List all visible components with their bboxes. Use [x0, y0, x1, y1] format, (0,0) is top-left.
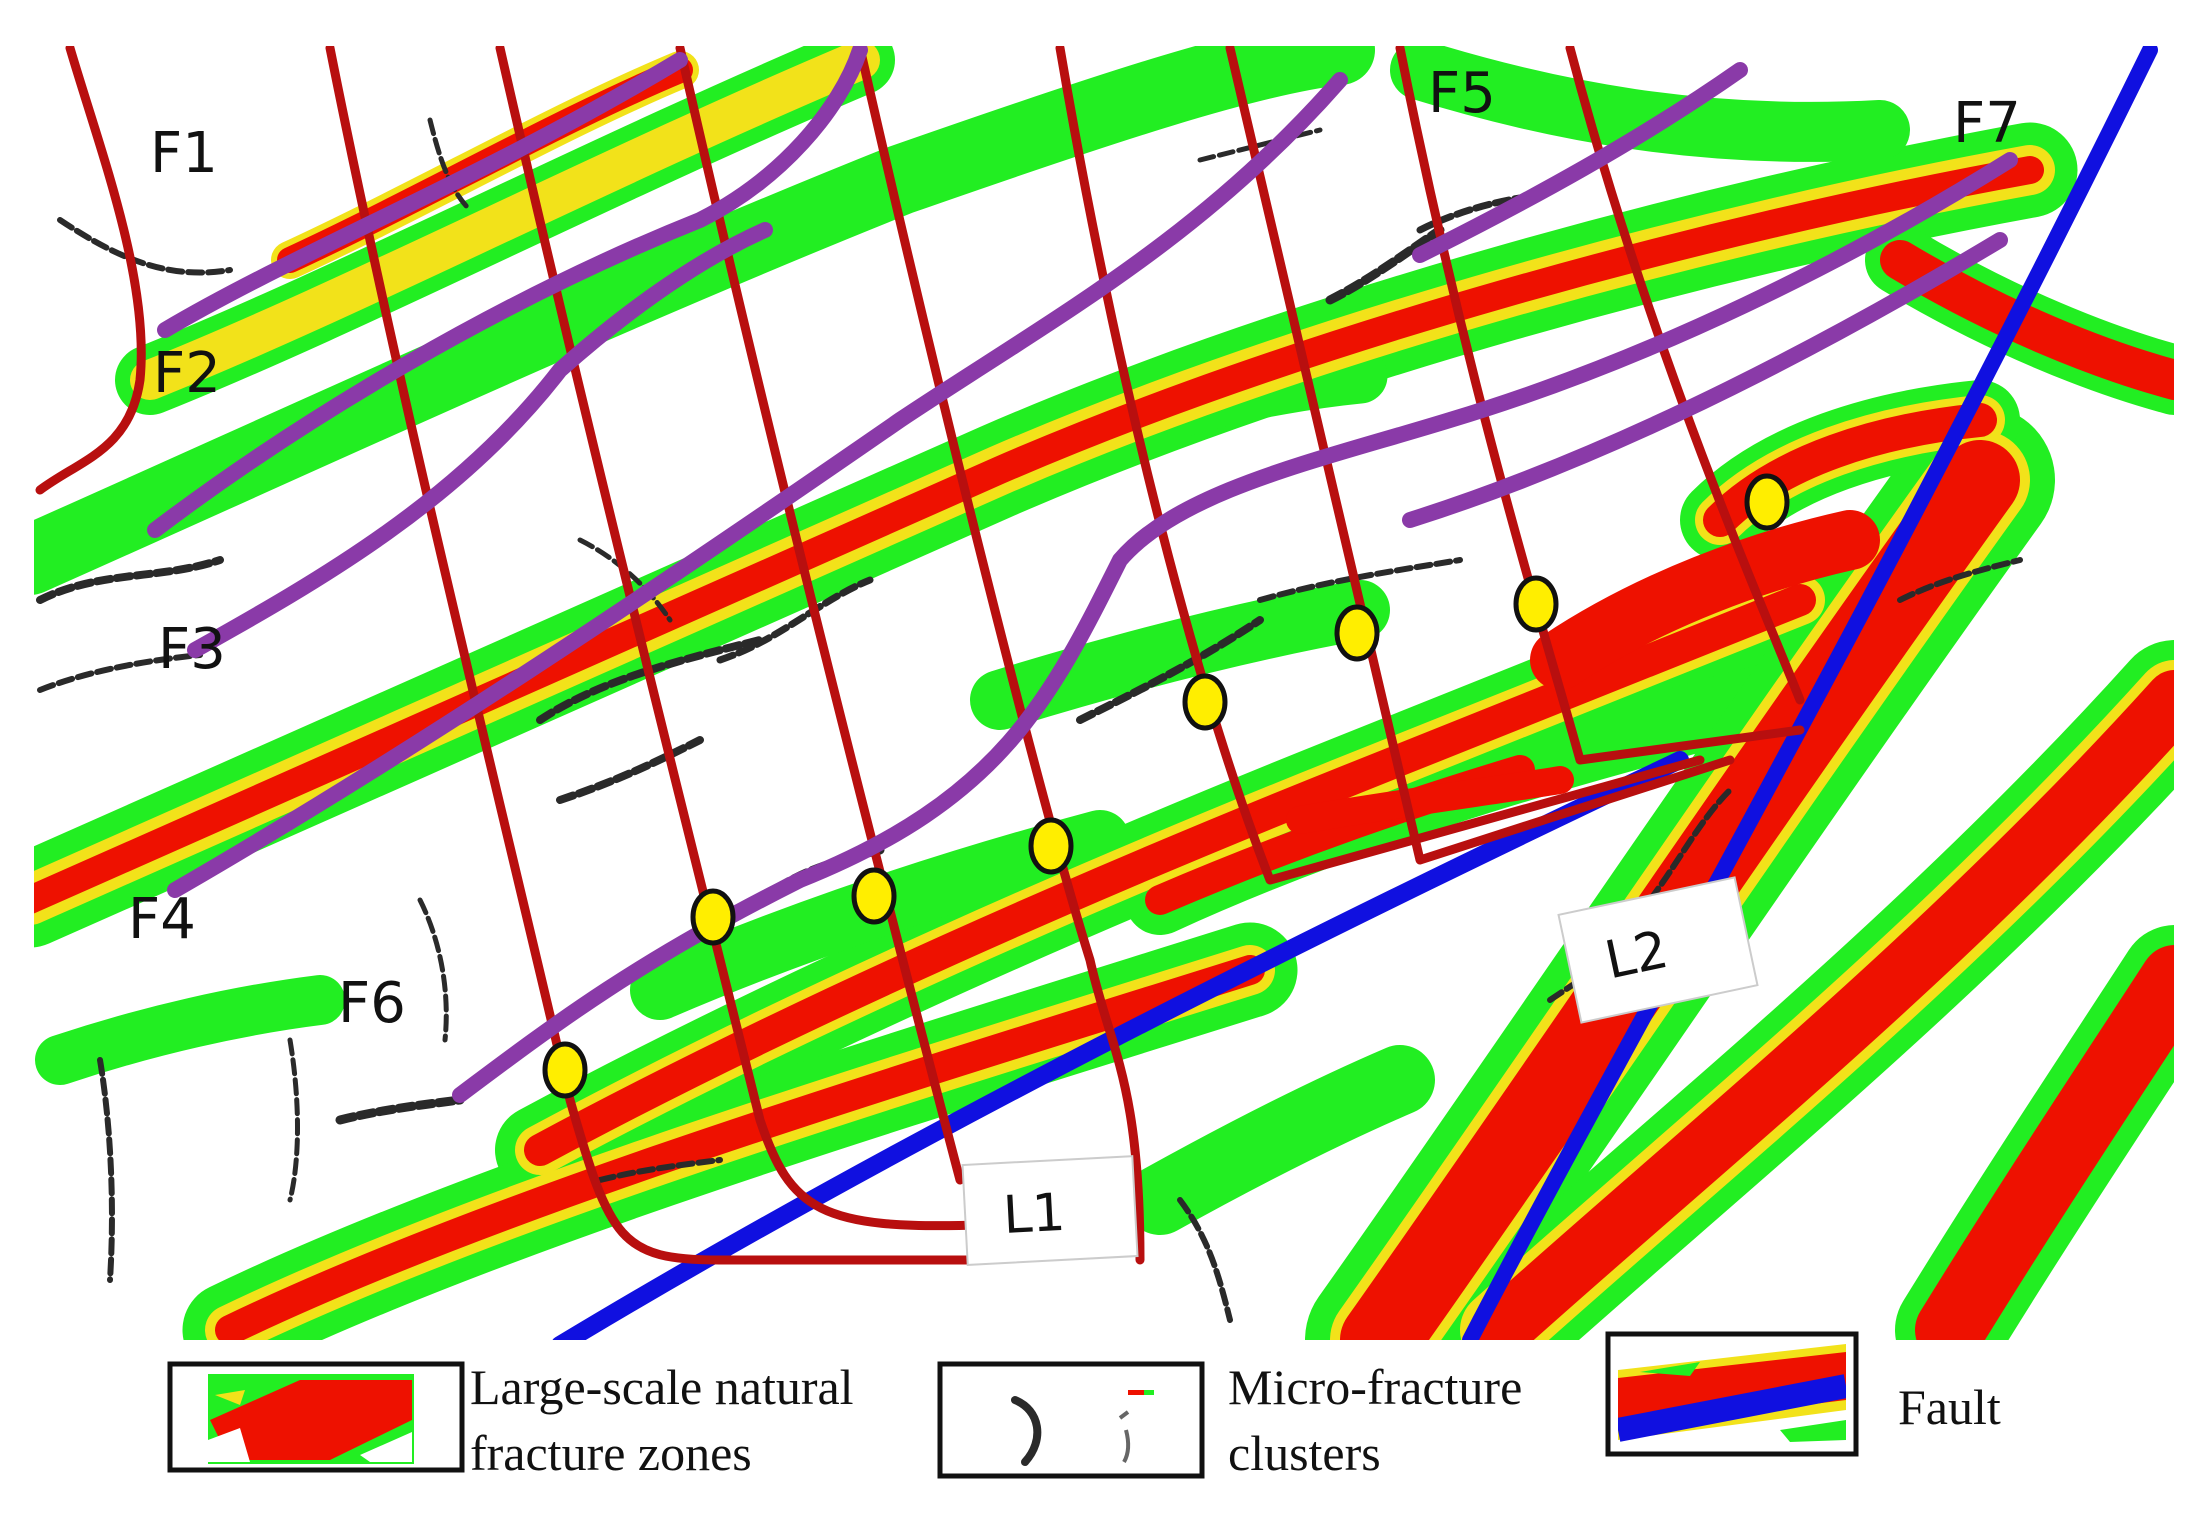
- label-l1: L1: [1002, 1183, 1067, 1246]
- label-f7: F7: [1953, 91, 2021, 156]
- label-f5: F5: [1428, 61, 1496, 126]
- zone-labels: F1 F2 F3 F4 F5 F6 F7: [128, 61, 2021, 1036]
- observation-point: [542, 1041, 588, 1099]
- observation-point: [690, 888, 736, 946]
- legend-label-fracture-zones-line1: Large-scale natural: [470, 1359, 854, 1415]
- map-area: F1 F2 F3 F4 F5 F6 F7 L1 L2: [34, 46, 2174, 1340]
- trace-3: [187, 222, 773, 658]
- fracture-zones-red: [34, 57, 2174, 1340]
- observation-point: [1334, 604, 1380, 662]
- line-label-l1: L1: [961, 1155, 1139, 1266]
- legend-item-fracture-zones: Large-scale natural fracture zones: [167, 1359, 854, 1481]
- legend-swatch-micro-fractures: [937, 1361, 1205, 1479]
- legend-label-fault: Fault: [1898, 1379, 2001, 1435]
- label-f3: F3: [158, 617, 226, 682]
- trace-6: [1402, 232, 2008, 528]
- trace-4: [167, 72, 1348, 898]
- fault-northeast: [1462, 46, 2158, 1340]
- well-path-2: [325, 46, 985, 1265]
- trace-2: [147, 46, 868, 538]
- legend-label-fracture-zones-line2: fracture zones: [470, 1425, 752, 1481]
- fracture-traces: [147, 46, 2018, 1103]
- label-box: [1557, 876, 1759, 1024]
- fracture-zones-layer: [34, 46, 2174, 1340]
- observation-point: [1744, 473, 1790, 531]
- label-f6: F6: [338, 971, 406, 1036]
- legend-item-micro-fractures: Micro-fracture clusters: [937, 1359, 1522, 1481]
- faults: [552, 46, 2158, 1340]
- legend-item-fault: Fault: [1605, 1331, 2001, 1457]
- observation-point: [1513, 575, 1559, 633]
- label-f4: F4: [128, 887, 196, 952]
- trace-7: [1412, 62, 1748, 263]
- label-l2: L2: [1600, 920, 1673, 992]
- well-path-6: [1055, 46, 1705, 885]
- observation-point: [1182, 673, 1228, 731]
- well-path-9: [1565, 46, 1805, 705]
- legend: Large-scale natural fracture zones Micro…: [167, 1331, 2001, 1481]
- legend-swatch-fault-fill: [1618, 1344, 1846, 1444]
- trace-1: [157, 52, 688, 338]
- label-f2: F2: [153, 341, 221, 406]
- line-label-l2: L2: [1557, 876, 1759, 1024]
- fault-southwest: [552, 751, 1689, 1340]
- observation-point: [1028, 817, 1074, 875]
- observation-point: [851, 867, 897, 925]
- legend-swatch-fill: [208, 1374, 414, 1464]
- label-box: [961, 1155, 1139, 1266]
- well-path-7: [1225, 46, 1735, 865]
- well-path-8: [1395, 46, 1805, 765]
- observation-points: [542, 473, 1790, 1099]
- trace-5: [452, 152, 2018, 1103]
- legend-label-micro-fractures-line1: Micro-fracture: [1228, 1359, 1522, 1415]
- legend-label-micro-fractures-line2: clusters: [1228, 1425, 1381, 1481]
- well-path-1: [35, 46, 146, 495]
- label-f1: F1: [150, 121, 218, 186]
